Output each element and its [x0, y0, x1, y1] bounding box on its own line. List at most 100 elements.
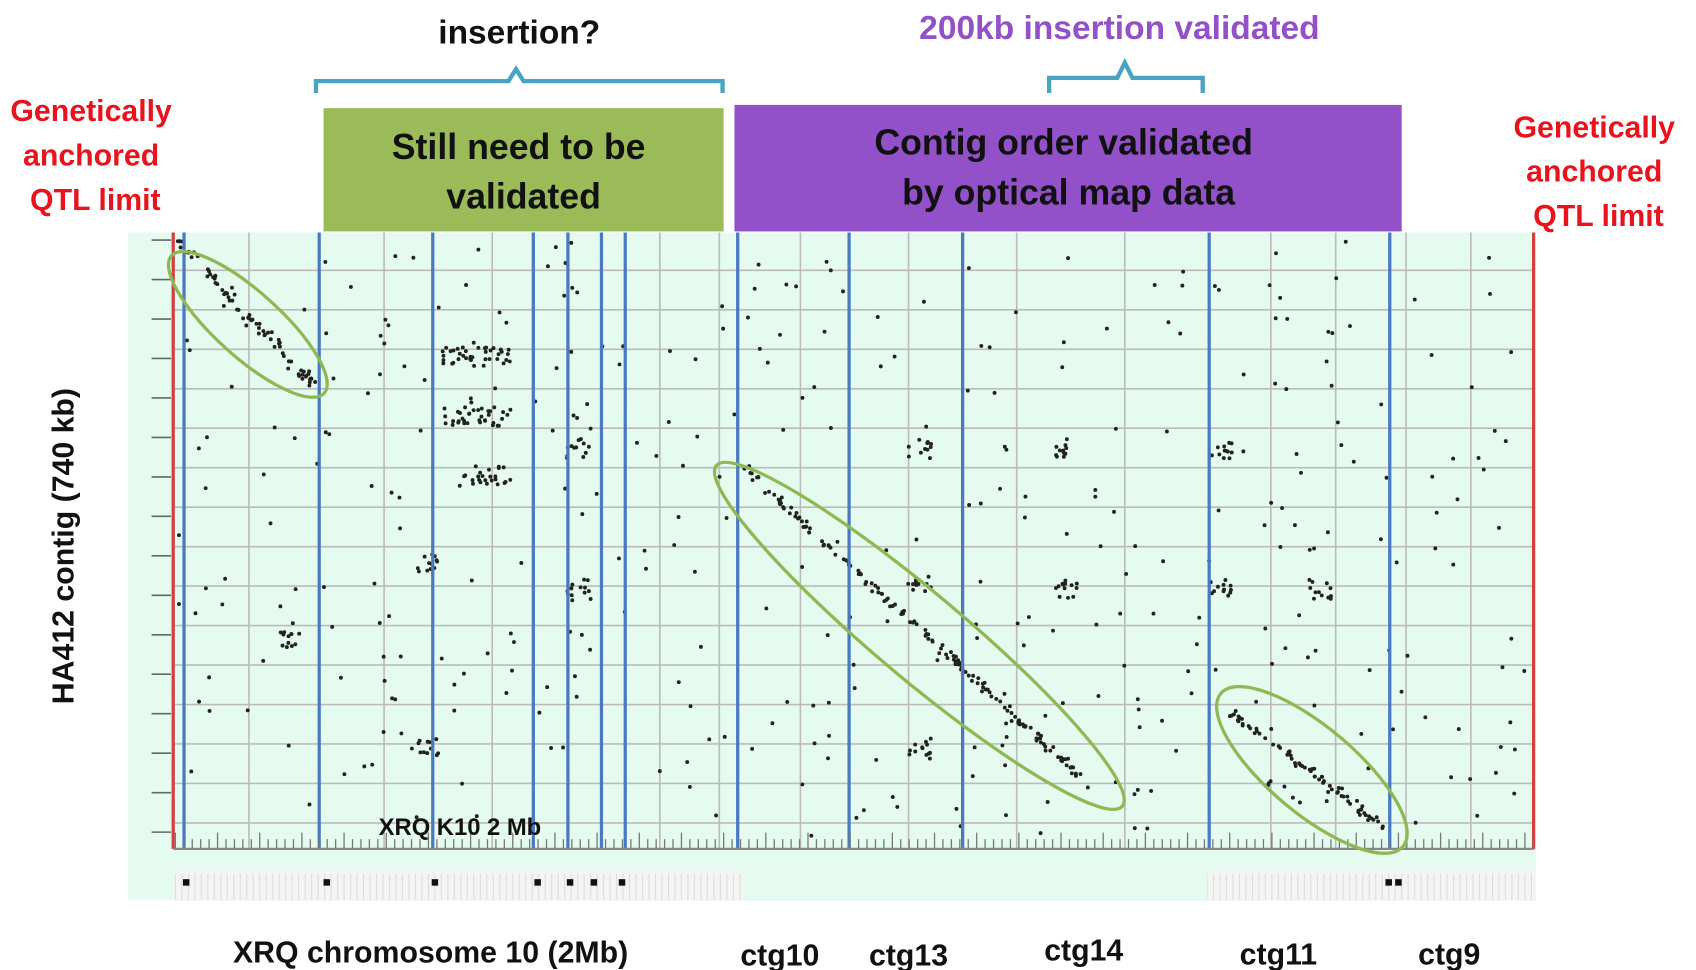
dot	[471, 408, 476, 413]
dot	[582, 577, 586, 582]
dot	[197, 699, 202, 704]
dot	[1133, 544, 1138, 549]
dot	[972, 745, 977, 750]
dot	[1297, 613, 1302, 618]
x-label: ctg14	[1044, 934, 1123, 967]
dot	[193, 611, 198, 616]
dot	[244, 323, 249, 328]
dot	[756, 474, 761, 479]
dot	[224, 291, 229, 296]
dot	[272, 344, 277, 349]
dot	[479, 414, 484, 419]
dot	[676, 680, 681, 685]
dot	[1348, 324, 1352, 328]
dot	[1324, 581, 1329, 586]
strip-marker	[618, 879, 626, 886]
dot	[634, 440, 639, 445]
dot	[1028, 725, 1033, 730]
dot	[505, 412, 510, 417]
dot	[800, 395, 805, 400]
dot	[571, 413, 576, 418]
dot	[825, 633, 830, 638]
dot	[293, 642, 298, 647]
dot	[1229, 441, 1234, 446]
dot	[289, 644, 294, 648]
dot	[695, 434, 700, 439]
dot	[1063, 443, 1068, 448]
text-line: Genetically	[1514, 111, 1676, 144]
dot	[1339, 794, 1344, 798]
purple-box-text: Contig order validated by optical map da…	[874, 123, 1262, 213]
dot	[983, 687, 988, 692]
dot	[804, 524, 809, 529]
dot	[940, 643, 945, 647]
dot	[925, 440, 930, 444]
dot	[487, 357, 492, 361]
dot	[476, 408, 481, 413]
dot	[492, 405, 497, 410]
dot	[1135, 787, 1140, 792]
dot	[1297, 800, 1302, 805]
dot	[1096, 694, 1101, 698]
dot	[1038, 740, 1043, 745]
text-line: QTL limit	[30, 184, 161, 217]
text-line: Genetically	[10, 95, 172, 128]
dot	[1064, 446, 1069, 451]
dot	[575, 290, 580, 295]
dot	[1292, 523, 1297, 528]
dot	[822, 542, 826, 547]
dot	[250, 317, 255, 322]
dot	[499, 349, 504, 354]
dot	[573, 674, 577, 679]
dot	[642, 548, 647, 553]
dot	[478, 420, 483, 425]
dot	[415, 566, 420, 571]
text-line: Contig order validated	[874, 123, 1253, 163]
dot	[586, 589, 591, 594]
dot	[549, 746, 553, 750]
dot	[1216, 287, 1221, 292]
dot	[908, 620, 913, 625]
purple-box	[734, 104, 1402, 232]
dot	[1217, 452, 1222, 457]
dot	[1000, 743, 1005, 748]
dot	[1038, 736, 1043, 741]
dot	[508, 477, 513, 482]
dot	[918, 450, 923, 455]
dot	[278, 604, 283, 609]
dot	[722, 734, 727, 739]
dot	[926, 632, 931, 637]
dot	[1302, 765, 1307, 770]
dot	[483, 478, 488, 483]
dot	[434, 737, 439, 742]
dot	[1222, 444, 1227, 449]
dot	[1181, 269, 1186, 274]
dot	[342, 772, 347, 777]
dot	[483, 349, 488, 354]
dot	[1004, 447, 1009, 452]
dot	[473, 464, 478, 469]
dot	[954, 662, 959, 667]
dot	[1194, 642, 1199, 647]
dot	[177, 533, 181, 538]
dot	[471, 340, 476, 345]
dot	[1468, 777, 1473, 781]
dot	[756, 262, 761, 267]
dot	[443, 421, 448, 426]
dot	[989, 694, 994, 699]
dot	[1233, 709, 1238, 713]
dot	[644, 566, 648, 571]
dot	[427, 740, 432, 745]
dot	[776, 497, 781, 502]
dot	[416, 741, 421, 746]
dot	[1276, 744, 1281, 749]
dot	[987, 345, 992, 350]
dot	[1487, 255, 1491, 260]
dot	[229, 384, 234, 389]
dot	[1240, 723, 1245, 728]
dot	[486, 412, 491, 417]
dot	[1269, 727, 1274, 731]
dot	[1305, 655, 1310, 660]
dot	[1498, 745, 1503, 749]
dot	[1374, 815, 1379, 820]
